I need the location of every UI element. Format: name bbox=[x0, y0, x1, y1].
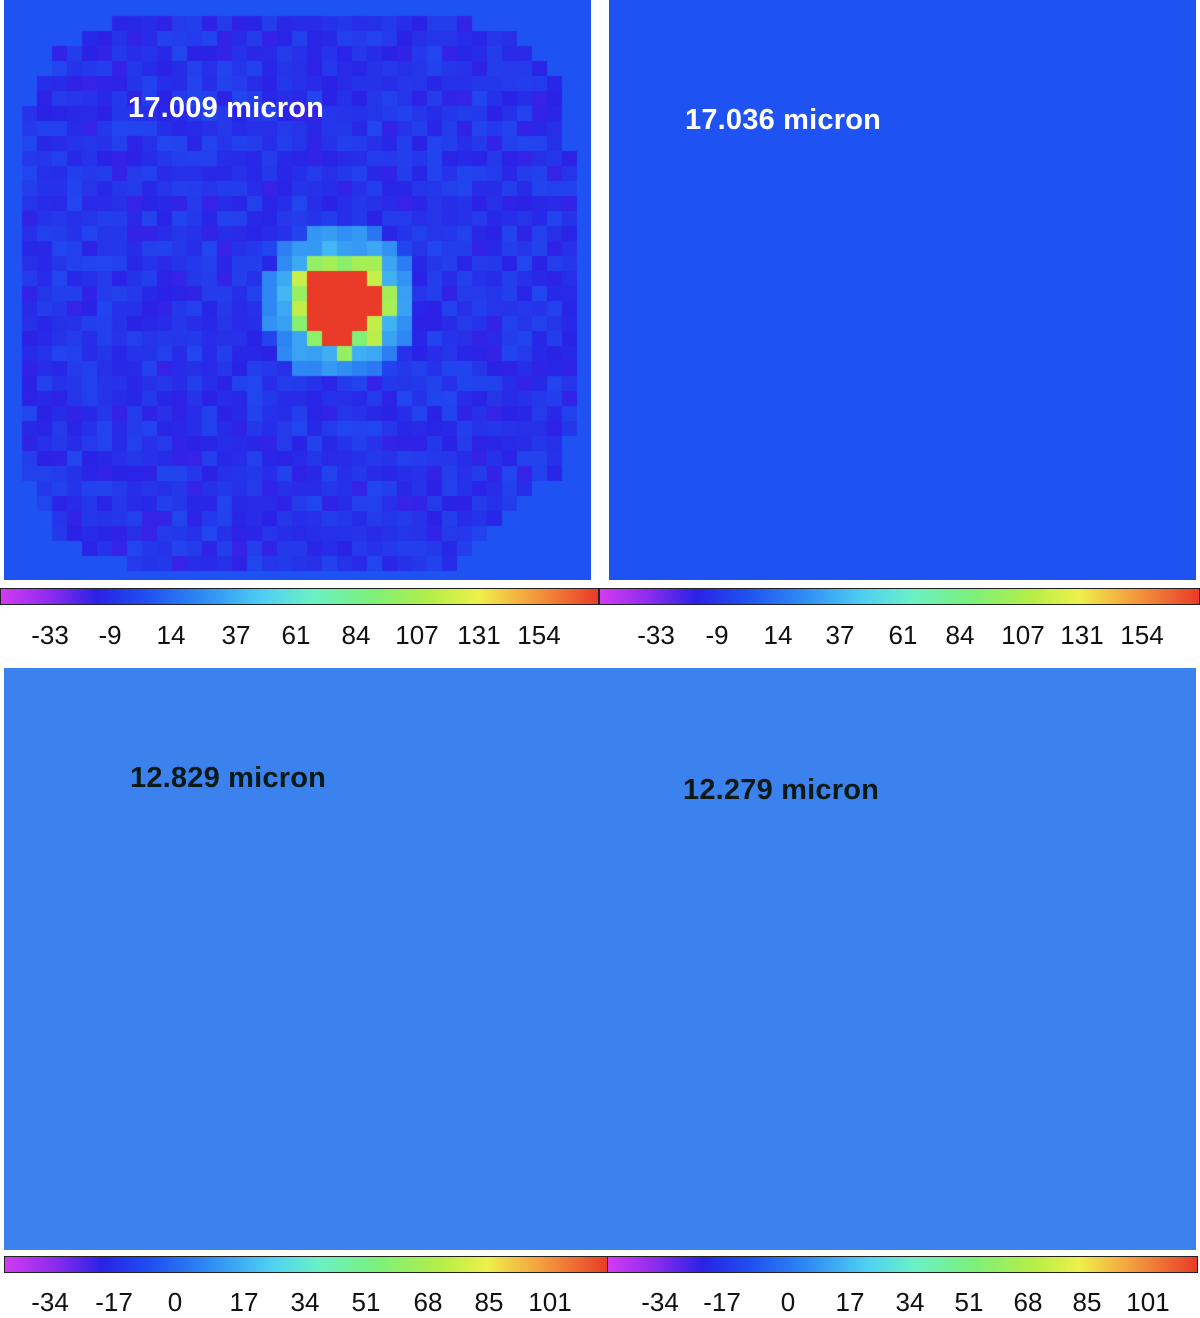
tick-label: -34 bbox=[31, 1287, 69, 1317]
wavelength-label: 12.279 micron bbox=[683, 774, 880, 806]
tick-label: 101 bbox=[1126, 1287, 1170, 1317]
tick-label: 107 bbox=[395, 620, 439, 650]
tick-label: 61 bbox=[888, 620, 918, 650]
image-panel-17-036: 17.036 micron bbox=[609, 0, 1196, 580]
intensity-map bbox=[4, 0, 591, 580]
tick-label: 154 bbox=[1120, 620, 1164, 650]
tick-label: 131 bbox=[1060, 620, 1104, 650]
tick-label: 14 bbox=[763, 620, 793, 650]
image-panel-17-009: 17.009 micron bbox=[4, 0, 591, 580]
colorbar bbox=[0, 588, 599, 605]
tick-label: 68 bbox=[1013, 1287, 1043, 1317]
colorbar bbox=[4, 1256, 609, 1273]
tick-label: -33 bbox=[31, 620, 69, 650]
tick-label: 37 bbox=[221, 620, 251, 650]
tick-label: 37 bbox=[825, 620, 855, 650]
tick-label: 85 bbox=[474, 1287, 504, 1317]
intensity-map bbox=[4, 668, 603, 1250]
tick-label: 61 bbox=[281, 620, 311, 650]
tick-label: 84 bbox=[341, 620, 371, 650]
tick-label: -33 bbox=[637, 620, 675, 650]
tick-label: 84 bbox=[945, 620, 975, 650]
image-panel-12-279: 12.279 micron bbox=[603, 668, 1196, 1250]
tick-label: 0 bbox=[167, 1287, 183, 1317]
intensity-map bbox=[609, 0, 1196, 580]
tick-label: 34 bbox=[290, 1287, 320, 1317]
tick-label: 131 bbox=[457, 620, 501, 650]
tick-label: 0 bbox=[780, 1287, 796, 1317]
tick-label: -34 bbox=[641, 1287, 679, 1317]
wavelength-label: 17.009 micron bbox=[128, 92, 325, 124]
tick-label: 85 bbox=[1072, 1287, 1102, 1317]
wavelength-label: 12.829 micron bbox=[130, 762, 327, 794]
colorbar bbox=[599, 588, 1200, 605]
image-panel-12-829: 12.829 micron bbox=[4, 668, 603, 1250]
tick-label: 17 bbox=[835, 1287, 865, 1317]
tick-label: 68 bbox=[413, 1287, 443, 1317]
tick-label: 51 bbox=[351, 1287, 381, 1317]
tick-label: 14 bbox=[156, 620, 186, 650]
tick-label: -17 bbox=[95, 1287, 133, 1317]
tick-label: -9 bbox=[98, 620, 122, 650]
tick-label: 17 bbox=[229, 1287, 259, 1317]
tick-label: 51 bbox=[954, 1287, 984, 1317]
tick-label: 101 bbox=[528, 1287, 572, 1317]
wavelength-label: 17.036 micron bbox=[685, 104, 882, 136]
tick-label: 154 bbox=[517, 620, 561, 650]
tick-label: 107 bbox=[1001, 620, 1045, 650]
tick-label: -17 bbox=[703, 1287, 741, 1317]
intensity-map bbox=[603, 668, 1196, 1250]
tick-label: 34 bbox=[895, 1287, 925, 1317]
colorbar bbox=[607, 1256, 1198, 1273]
tick-label: -9 bbox=[705, 620, 729, 650]
